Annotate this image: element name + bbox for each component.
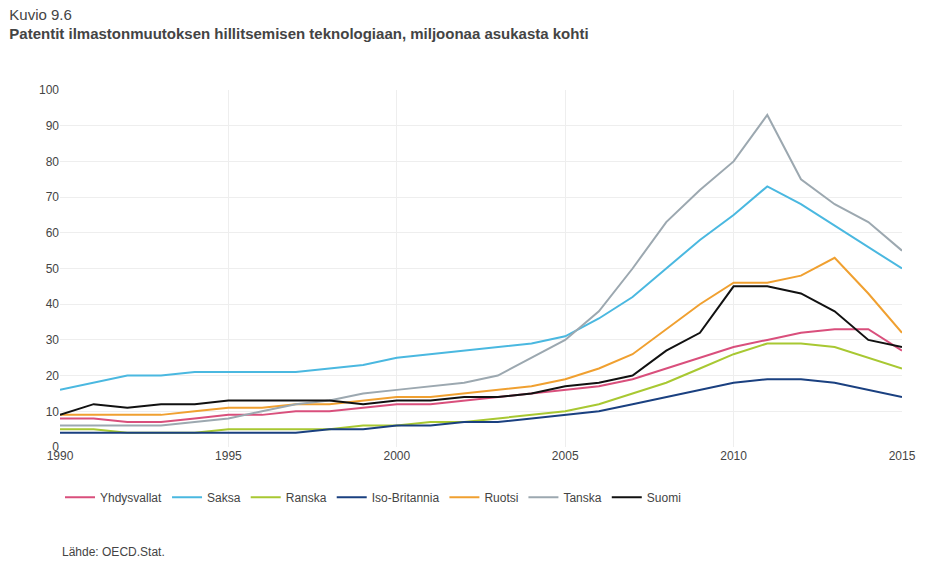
svg-text:Ruotsi: Ruotsi [484, 491, 518, 505]
svg-text:20: 20 [46, 369, 60, 383]
svg-text:Kuvio 9.6Patentit ilmastonmuut: Kuvio 9.6Patentit ilmastonmuutoksen hill… [9, 6, 588, 43]
svg-text:0: 0 [52, 440, 59, 454]
svg-text:40: 40 [46, 297, 60, 311]
svg-text:Saksa: Saksa [207, 491, 241, 505]
svg-text:Suomi: Suomi [647, 491, 681, 505]
svg-text:50: 50 [46, 262, 60, 276]
svg-text:30: 30 [46, 333, 60, 347]
svg-text:100: 100 [39, 83, 59, 97]
svg-text:1995: 1995 [215, 449, 242, 463]
svg-text:2010: 2010 [720, 449, 747, 463]
svg-text:Yhdysvallat: Yhdysvallat [100, 491, 162, 505]
svg-text:80: 80 [46, 155, 60, 169]
svg-text:2005: 2005 [552, 449, 579, 463]
svg-text:2000: 2000 [383, 449, 410, 463]
svg-text:10: 10 [46, 405, 60, 419]
svg-text:1990: 1990 [47, 449, 74, 463]
svg-text:Lähde: OECD.Stat.: Lähde: OECD.Stat. [62, 545, 165, 559]
svg-text:90: 90 [46, 119, 60, 133]
svg-text:2015: 2015 [889, 449, 916, 463]
svg-text:70: 70 [46, 190, 60, 204]
svg-text:Ranska: Ranska [286, 491, 327, 505]
svg-text:60: 60 [46, 226, 60, 240]
svg-text:Tanska: Tanska [563, 491, 601, 505]
svg-text:Iso-Britannia: Iso-Britannia [372, 491, 440, 505]
